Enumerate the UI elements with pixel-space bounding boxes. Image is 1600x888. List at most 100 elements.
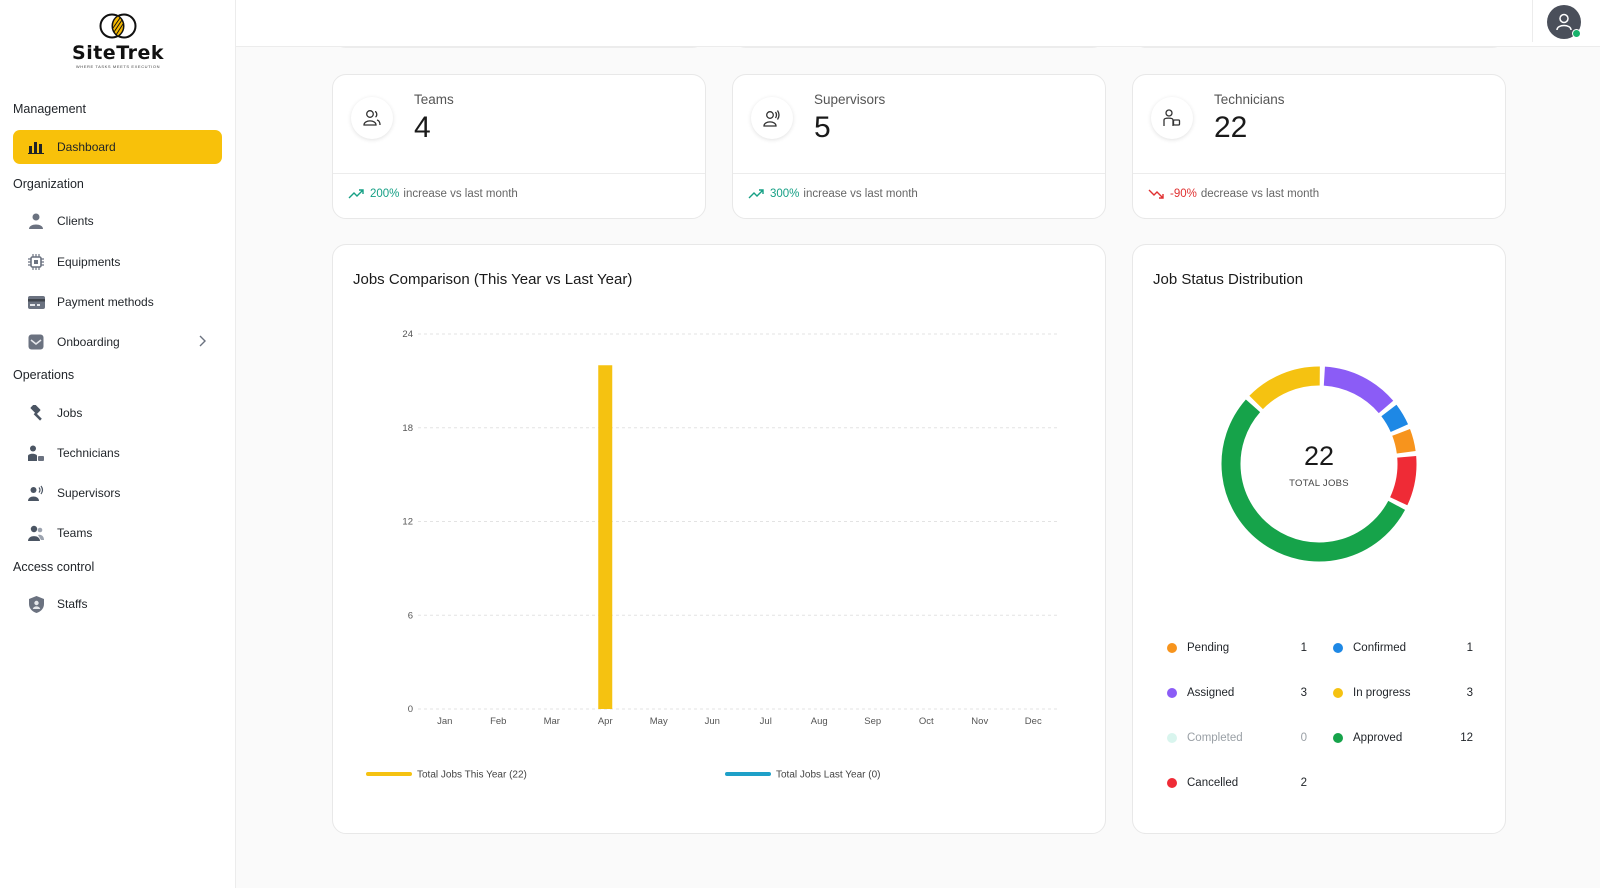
stat-value: 22 (1214, 111, 1248, 144)
y-tick-label: 12 (402, 517, 413, 528)
user-icon (1556, 13, 1572, 31)
sidebar-item-label: Payment methods (57, 295, 154, 309)
brand-name: SiteTrek (72, 42, 164, 64)
sidebar-item-label: Teams (57, 526, 93, 540)
technician-icon (1151, 97, 1193, 139)
legend-label: Total Jobs This Year (22) (417, 770, 527, 781)
donut-slice-confirmed (1381, 404, 1409, 433)
stat-trend-percent: 300% (770, 188, 800, 200)
job-status-donut (1221, 366, 1417, 562)
legend-label: Assigned (1187, 687, 1235, 699)
legend-label: Approved (1353, 732, 1403, 744)
legend-item-assigned[interactable]: Assigned 3 (1167, 687, 1307, 699)
x-tick-label: Dec (1025, 716, 1042, 727)
x-tick-label: Oct (919, 716, 934, 727)
hammer-icon (27, 404, 45, 422)
stat-value: 5 (814, 111, 831, 144)
nav-group-organization: Organization (13, 177, 84, 191)
legend-count: 3 (1466, 687, 1473, 699)
user-menu[interactable] (1532, 0, 1600, 42)
person-icon (27, 212, 45, 230)
x-tick-label: Apr (598, 716, 613, 727)
card-title: Jobs Comparison (This Year vs Last Year) (353, 271, 633, 288)
legend-count: 0 (1300, 732, 1307, 744)
legend-label: Completed (1187, 732, 1243, 744)
donut-slice-in-progress (1249, 366, 1321, 410)
trend-up-icon (348, 189, 364, 199)
x-tick-label: Feb (490, 716, 506, 727)
stat-trend: -90% decrease vs last month (1148, 188, 1319, 200)
legend-item-approved[interactable]: Approved 12 (1333, 732, 1473, 744)
sidebar-item-jobs[interactable]: Jobs (13, 396, 222, 430)
online-status-dot (1572, 29, 1581, 38)
sidebar-item-clients[interactable]: Clients (13, 204, 222, 238)
chevron-right-icon (198, 335, 206, 350)
sidebar-item-label: Jobs (57, 406, 83, 420)
stat-card-teams: Teams 4 200% increase vs last month (332, 74, 706, 219)
sidebar-item-label: Clients (57, 214, 94, 228)
stat-card-supervisors: Supervisors 5 300% increase vs last mont… (732, 74, 1106, 219)
stat-trend-percent: 200% (370, 188, 400, 200)
sidebar-item-label: Onboarding (57, 335, 120, 349)
legend-item-completed[interactable]: Completed 0 (1167, 732, 1307, 744)
bar-chart-icon (27, 138, 45, 156)
stat-label: Teams (414, 92, 454, 107)
x-tick-label: Mar (544, 716, 560, 727)
x-tick-label: Sep (864, 716, 881, 727)
x-tick-label: Jul (760, 716, 772, 727)
supervisor-icon (27, 484, 45, 502)
sidebar-item-dashboard[interactable]: Dashboard (13, 130, 222, 164)
stat-label: Technicians (1214, 92, 1285, 107)
legend-swatch (1167, 733, 1177, 743)
x-tick-label: Jan (437, 716, 452, 727)
nav-group-management: Management (13, 102, 86, 116)
stat-label: Supervisors (814, 92, 886, 107)
legend-count: 1 (1300, 642, 1307, 654)
sidebar-item-teams[interactable]: Teams (13, 516, 222, 550)
stat-trend-text: decrease vs last month (1200, 188, 1320, 200)
legend-label: Total Jobs Last Year (0) (776, 770, 881, 781)
sidebar-item-supervisors[interactable]: Supervisors (13, 476, 222, 510)
legend-count: 2 (1300, 777, 1307, 789)
sidebar-item-onboarding[interactable]: Onboarding (13, 325, 222, 359)
stat-trend-percent: -90% (1170, 188, 1197, 200)
x-tick-label: May (650, 716, 668, 727)
legend-item-pending[interactable]: Pending 1 (1167, 642, 1307, 654)
legend-count: 3 (1300, 687, 1307, 699)
sidebar-item-technicians[interactable]: Technicians (13, 436, 222, 470)
legend-swatch (1333, 733, 1343, 743)
y-tick-label: 6 (408, 610, 413, 621)
legend-swatch (1333, 688, 1343, 698)
sitetrek-logo[interactable]: SiteTrek WHERE TASKS MEETS EXECUTION (62, 12, 174, 76)
x-tick-label: Jun (705, 716, 720, 727)
x-tick-label: Aug (811, 716, 828, 727)
y-tick-label: 18 (402, 423, 413, 434)
trend-up-icon (748, 189, 764, 199)
sidebar-item-payment-methods[interactable]: Payment methods (13, 285, 222, 319)
legend-label: Confirmed (1353, 642, 1407, 654)
legend-label: Pending (1187, 642, 1230, 654)
inbox-icon (27, 333, 45, 351)
legend-item-confirmed[interactable]: Confirmed 1 (1333, 642, 1473, 654)
stat-card-technicians: Technicians 22 -90% decrease vs last mon… (1132, 74, 1506, 219)
stat-trend: 200% increase vs last month (348, 188, 518, 200)
technician-icon (27, 444, 45, 462)
donut-slice-approved (1221, 399, 1406, 562)
donut-slice-cancelled (1389, 456, 1417, 506)
stat-trend: 300% increase vs last month (748, 188, 918, 200)
nav-group-operations: Operations (13, 368, 75, 382)
y-tick-label: 24 (402, 329, 413, 340)
legend-item-cancelled[interactable]: Cancelled 2 (1167, 777, 1307, 789)
team-icon (351, 97, 393, 139)
bar-total-jobs-this-year-22- (598, 365, 613, 709)
sidebar-item-equipments[interactable]: Equipments (13, 245, 222, 279)
divider (733, 173, 1105, 174)
sidebar-item-label: Supervisors (57, 486, 121, 500)
legend-label: Cancelled (1187, 777, 1239, 789)
sidebar-item-label: Technicians (57, 446, 120, 460)
avatar[interactable] (1547, 5, 1581, 39)
sidebar-item-label: Equipments (57, 255, 121, 269)
legend-swatch (1167, 778, 1177, 788)
legend-item-in-progress[interactable]: In progress 3 (1333, 687, 1473, 699)
sidebar-item-staffs[interactable]: Staffs (13, 587, 222, 621)
